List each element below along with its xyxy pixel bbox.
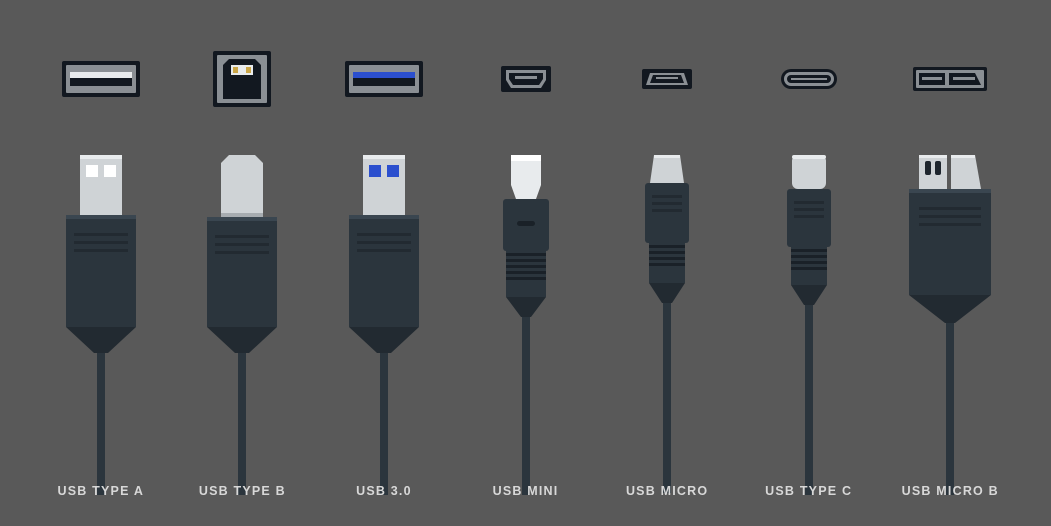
port-usb-type-c [738,69,880,89]
plug-usb-mini [455,155,597,495]
port-usb-type-a [30,61,172,97]
plug-usb-micro-b [879,155,1021,495]
labels-row: USB TYPE A USB TYPE B USB 3.0 USB MINI U… [0,484,1051,498]
label-usb-type-b: USB TYPE B [199,484,286,498]
label-usb-3: USB 3.0 [356,484,412,498]
plugs-row [0,155,1051,455]
ports-row [0,48,1051,110]
plug-usb-micro [596,155,738,495]
port-usb-mini [455,66,597,92]
plug-usb-type-b [172,155,314,495]
port-usb-type-b [172,51,314,107]
label-usb-type-a: USB TYPE A [58,484,145,498]
plug-usb-type-c [738,155,880,495]
label-usb-micro-b: USB MICRO B [902,484,999,498]
port-usb-micro [596,69,738,89]
port-usb-micro-b [879,67,1021,91]
label-usb-mini: USB MINI [493,484,559,498]
plug-usb-type-a [30,155,172,495]
label-usb-type-c: USB TYPE C [765,484,852,498]
plug-usb-3 [313,155,455,495]
port-usb-3 [313,61,455,97]
label-usb-micro: USB MICRO [626,484,708,498]
